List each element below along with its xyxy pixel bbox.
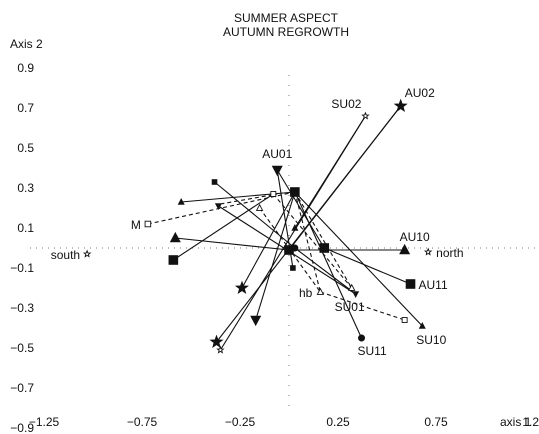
y-tick-label: −0.3	[10, 301, 34, 315]
y-tick-label: 0.9	[17, 61, 34, 75]
dashed-connector	[294, 191, 353, 289]
y-tick-label: 0.7	[17, 101, 34, 115]
point-marker	[177, 198, 185, 205]
y-tick-label: 0.1	[17, 221, 34, 235]
y-tick-label: 0.3	[17, 181, 34, 195]
dashed-connector	[272, 193, 353, 289]
axes	[30, 75, 535, 412]
point-marker	[214, 203, 222, 210]
solid-connector	[216, 105, 402, 343]
solid-connector	[173, 193, 274, 261]
point-marker	[401, 317, 408, 323]
point-marker	[290, 265, 296, 271]
solid-connector	[294, 191, 363, 339]
m-label: M	[131, 218, 141, 232]
x-tick-label: 0.25	[326, 415, 350, 429]
su01-label: SU01	[335, 300, 365, 314]
point-marker	[216, 345, 225, 354]
au02-label: AU02	[405, 86, 435, 100]
point-marker	[250, 315, 262, 327]
x-tick-label: −0.25	[225, 415, 256, 429]
chart-title-line-1: SUMMER ASPECT	[234, 11, 339, 25]
solid-connector	[175, 237, 290, 251]
tick-labels: −1.75−1.25−0.75−0.250.250.751.250.90.70.…	[10, 61, 539, 434]
connector-lines	[147, 105, 423, 351]
solid-connector	[255, 191, 296, 321]
point-marker	[234, 280, 249, 295]
point-marker	[211, 179, 218, 185]
y-tick-label: −0.7	[10, 381, 34, 395]
dashed-connector	[294, 191, 321, 293]
su02-label: SU02	[331, 97, 361, 111]
solid-connector	[294, 191, 423, 327]
point-marker	[209, 334, 224, 349]
y-tick-label: 0.5	[17, 141, 34, 155]
au10-label: AU10	[400, 230, 430, 244]
solid-connector	[324, 247, 411, 285]
south-label: south	[51, 248, 80, 262]
y-tick-label: −0.9	[10, 421, 34, 434]
x-axis-label: axis 1	[500, 415, 532, 429]
au01-marker	[271, 165, 283, 177]
su11-marker	[358, 334, 366, 342]
hb-label: hb	[299, 286, 313, 300]
point-marker	[255, 203, 264, 211]
au02-marker	[393, 98, 408, 113]
point-labels: AU02 SU02 AU01 AU10 north AU11 SU10 SU11 SU01 hb M…	[51, 86, 464, 358]
su02-marker	[361, 111, 370, 120]
y-tick-label: −0.5	[10, 341, 34, 355]
point-marker	[169, 231, 181, 243]
data-points	[82, 98, 433, 354]
x-tick-label: 0.75	[424, 415, 448, 429]
su01-marker	[352, 291, 360, 298]
point-marker	[347, 283, 356, 291]
au10-marker	[399, 243, 411, 255]
point-marker	[270, 191, 277, 197]
chart-title-line-2: AUTUMN REGROWTH	[223, 25, 349, 39]
point-marker	[290, 187, 300, 197]
point-marker	[319, 243, 330, 253]
dashed-connector	[320, 291, 405, 321]
solid-connector	[294, 247, 356, 295]
hb-marker	[316, 287, 325, 295]
y-axis-label: Axis 2	[10, 37, 43, 51]
north-label: north	[436, 246, 463, 260]
solid-connector	[241, 191, 296, 289]
au11-label: AU11	[419, 278, 448, 292]
su11-label: SU11	[358, 344, 387, 358]
south-marker	[82, 249, 92, 258]
point-marker	[291, 224, 299, 231]
au01-label: AU01	[262, 147, 292, 161]
north-marker	[423, 247, 433, 256]
x-tick-label: −1.25	[29, 415, 60, 429]
point-marker	[284, 245, 294, 255]
dashed-connector	[220, 193, 278, 205]
m-marker	[144, 220, 152, 228]
point-marker	[168, 255, 179, 265]
x-tick-label: 1.25	[522, 415, 539, 429]
su10-marker	[418, 322, 426, 329]
su10-label: SU10	[416, 333, 446, 347]
solid-connector	[276, 169, 325, 249]
solid-connector	[219, 115, 366, 351]
x-tick-label: −0.75	[127, 415, 158, 429]
y-tick-label: −0.1	[10, 261, 34, 275]
au11-marker	[405, 279, 416, 289]
